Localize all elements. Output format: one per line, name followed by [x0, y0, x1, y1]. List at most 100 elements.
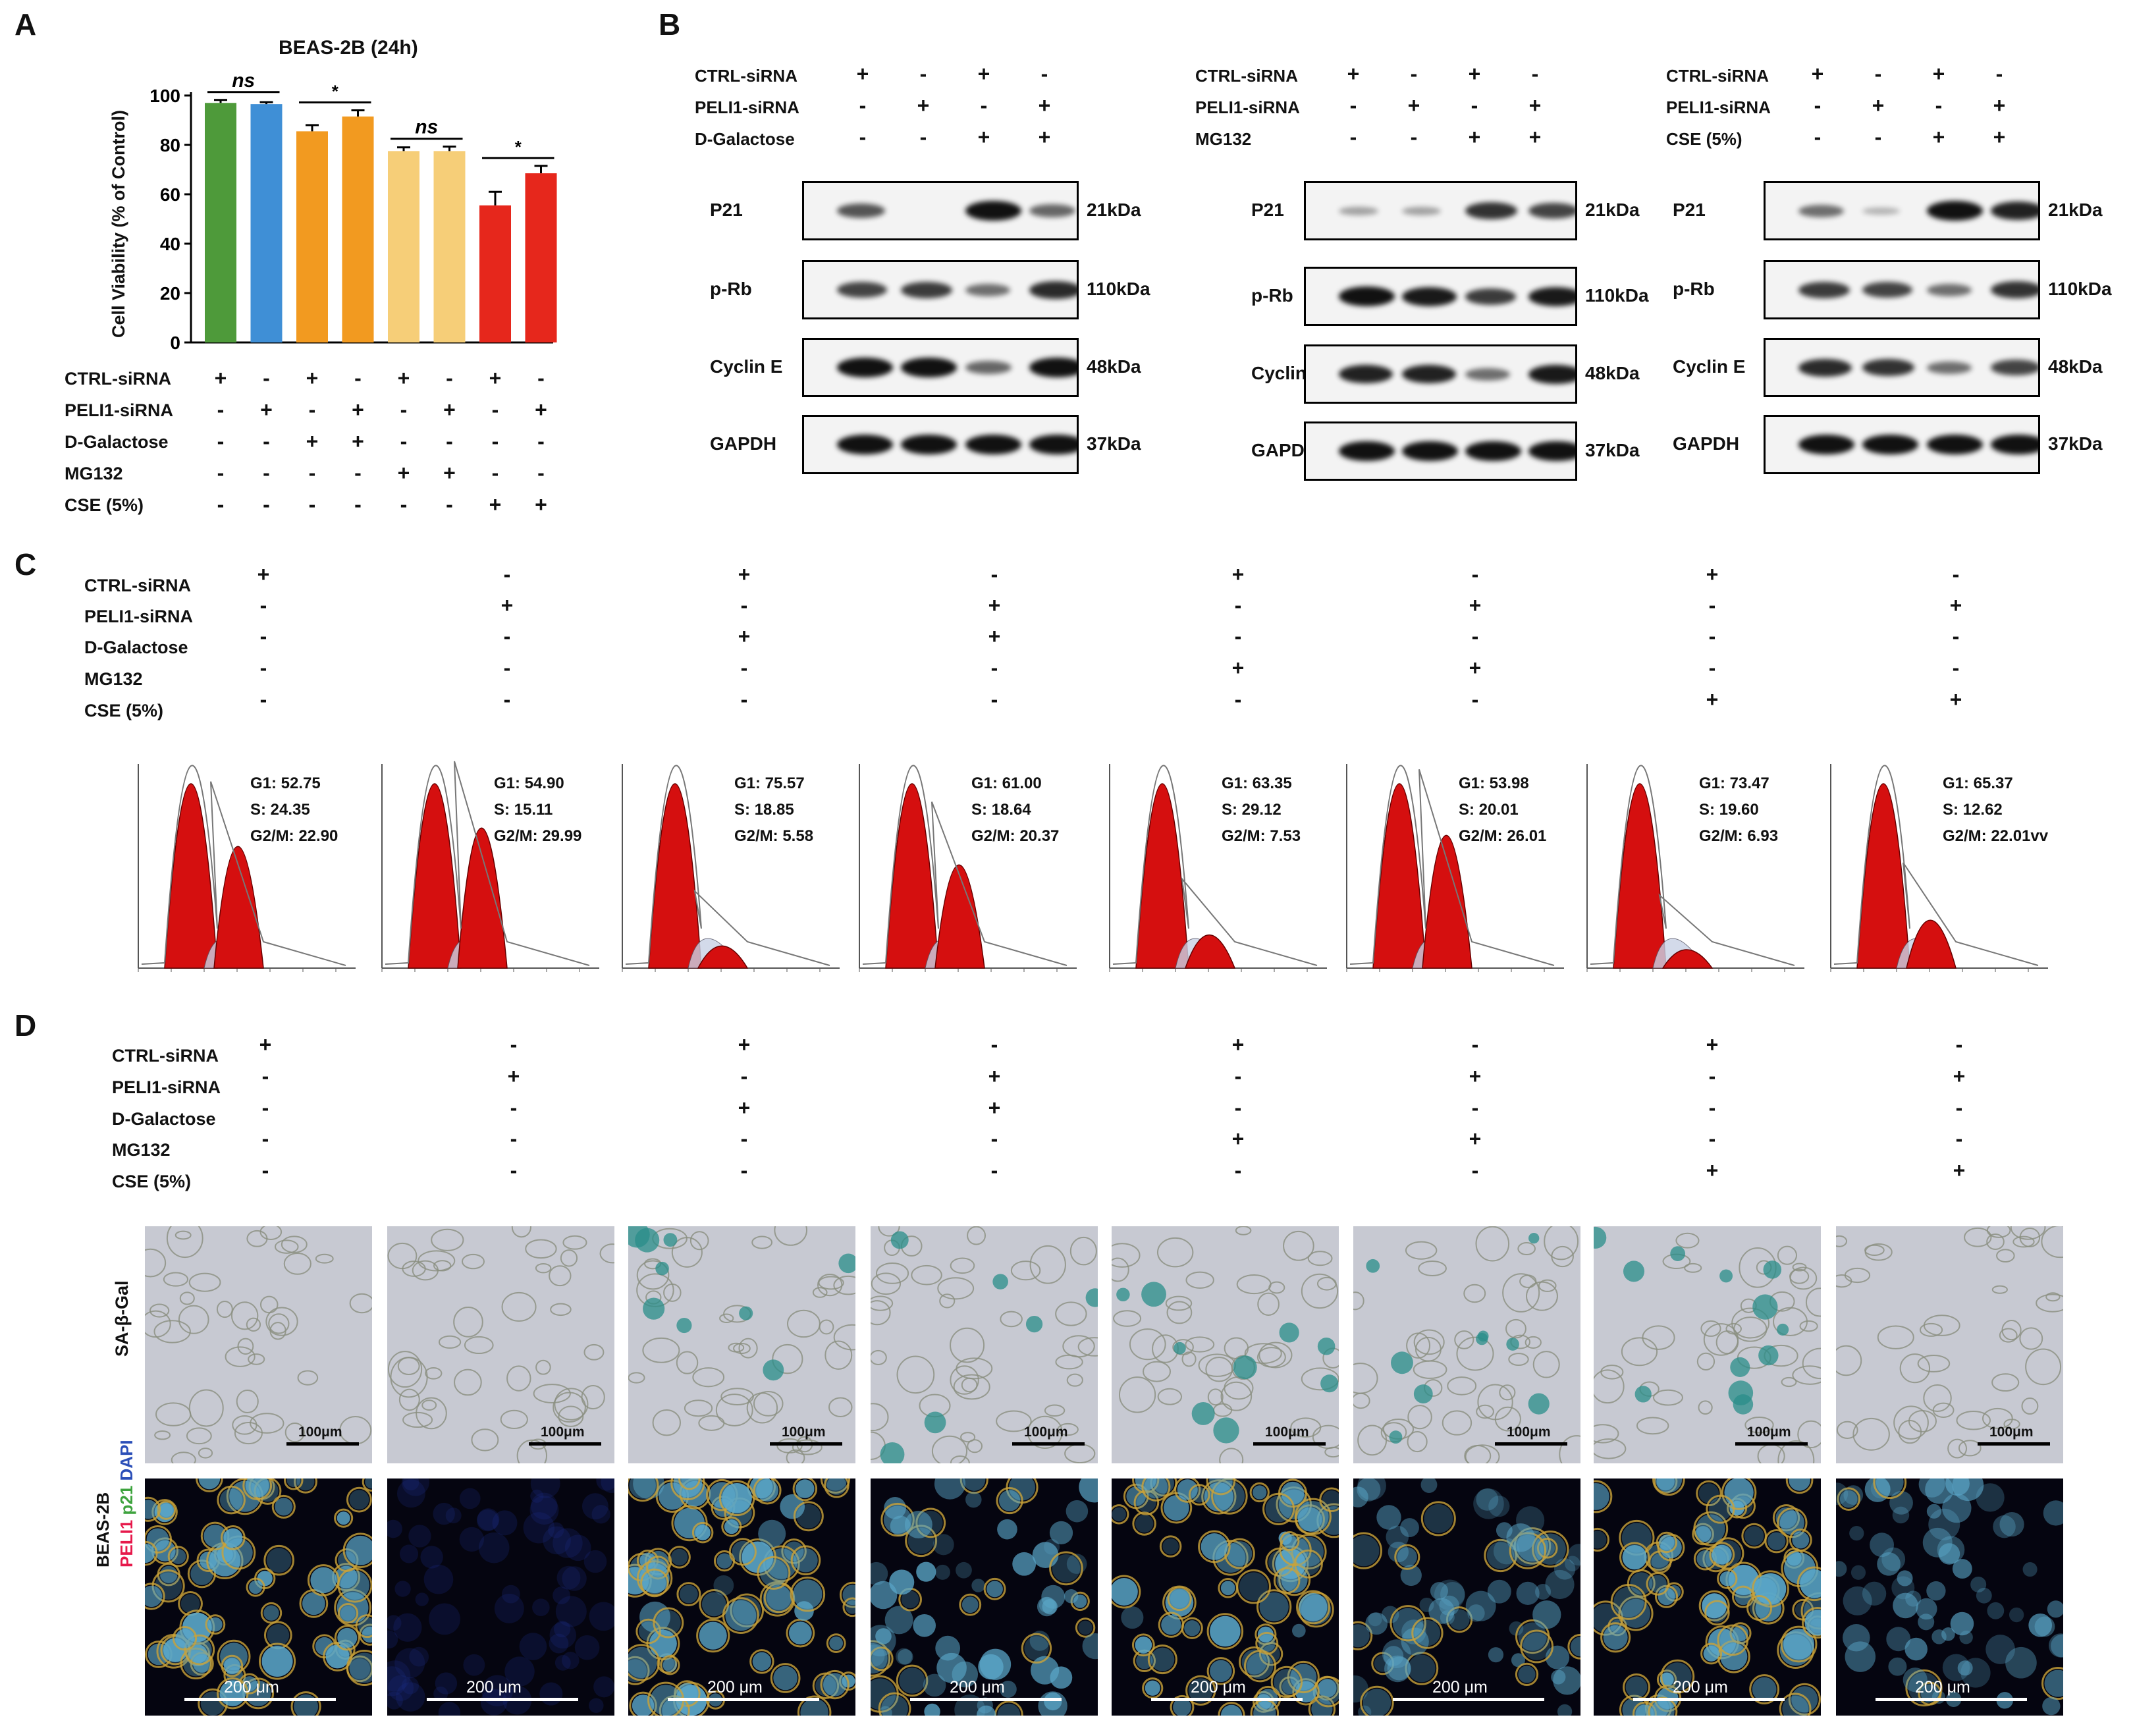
fl-scale-bar — [1151, 1698, 1303, 1701]
blot-treatment-symbol: - — [919, 62, 927, 86]
treatment-symbol: + — [1706, 562, 1719, 586]
blot-treatment-label: D-Galactose — [695, 129, 795, 149]
treatment-symbol: + — [988, 1064, 1001, 1088]
treatment-symbol: - — [740, 656, 748, 680]
treatment-label: PELI1-siRNA — [65, 400, 174, 420]
treatment-symbol: + — [1706, 1158, 1719, 1182]
y-tick-label: 80 — [160, 135, 180, 155]
s-value: S: 29.12 — [1222, 801, 1282, 819]
sagal-cells — [1353, 1226, 1580, 1463]
s-value: S: 18.64 — [971, 801, 1031, 819]
fluorescent-cells — [871, 1478, 1098, 1716]
g2m-value: G2/M: 7.53 — [1222, 827, 1301, 845]
blot-band — [1528, 364, 1575, 384]
sagal-scale-label: 100μm — [1265, 1424, 1309, 1440]
treatment-symbol: - — [1708, 1064, 1716, 1088]
treatment-symbol: - — [1234, 688, 1242, 711]
blot-band — [1926, 361, 1972, 374]
g2m-value: G2/M: 22.90 — [250, 827, 338, 845]
treatment-symbol: + — [738, 1096, 751, 1120]
treatment-label: PELI1-siRNA — [112, 1077, 221, 1097]
blot-treatment-symbol: + — [917, 94, 930, 117]
bar — [296, 131, 328, 342]
blot-band — [901, 281, 952, 298]
blot-treatment-symbol: - — [1349, 94, 1357, 117]
treatment-label: CTRL-siRNA — [84, 576, 191, 595]
protein-label: p-Rb — [1673, 279, 1715, 299]
sagal-image — [387, 1226, 614, 1463]
protein-label: P21 — [1673, 200, 1706, 220]
treatment-symbol: + — [738, 1033, 751, 1056]
cell-cycle-histogram — [381, 761, 599, 972]
cell-line-label: BEAS-2B — [93, 1492, 113, 1567]
fluorescence-image — [1836, 1478, 2063, 1716]
treatment-label: MG132 — [84, 669, 143, 689]
cell-cycle-histogram — [1830, 764, 2048, 972]
kda-label: 37kDa — [1087, 433, 1141, 454]
sagal-scale-bar — [1253, 1442, 1326, 1446]
treatment-symbol: - — [1234, 1064, 1242, 1088]
fluorescence-image — [145, 1478, 372, 1716]
blot-band — [1926, 435, 1983, 454]
sagal-image — [628, 1226, 855, 1463]
protein-label: Cyclin E — [1673, 356, 1746, 377]
blot-band — [1029, 358, 1077, 377]
treatment-symbol: + — [988, 593, 1001, 617]
sagal-scale-label: 100μm — [1989, 1424, 2034, 1440]
blot-band — [1465, 441, 1521, 461]
blot-band — [1798, 204, 1844, 217]
treatment-symbol: - — [400, 398, 408, 421]
treatment-symbol: - — [1234, 624, 1242, 648]
blot-band — [1926, 201, 1983, 221]
sagal-image — [1836, 1226, 2063, 1463]
blot-band — [1862, 282, 1913, 298]
blot-treatment-label: PELI1-siRNA — [1666, 97, 1771, 117]
g2m-value: G2/M: 26.01 — [1459, 827, 1547, 845]
treatment-symbol: - — [354, 366, 362, 390]
blot-membrane — [802, 260, 1079, 319]
treatment-symbol: - — [740, 1064, 748, 1088]
s-value: S: 18.85 — [734, 801, 794, 819]
blot-membrane — [1764, 260, 2040, 319]
treatment-symbol: - — [503, 562, 511, 586]
treatment-symbol: - — [1708, 1096, 1716, 1120]
g2m-peak — [1661, 949, 1714, 969]
phase-stats: G1: 61.00 S: 18.64 G2/M: 20.37 — [971, 771, 1059, 850]
fl-scale-bar — [184, 1698, 336, 1701]
stain-legend: PELI1 p21 DAPI — [115, 1440, 138, 1567]
blot-treatment-symbol: + — [977, 125, 990, 149]
sagal-image — [145, 1226, 372, 1463]
y-tick-label: 60 — [160, 184, 180, 205]
blot-treatment-symbol: + — [1932, 125, 1945, 149]
g2m-peak — [1906, 919, 1957, 969]
treatment-symbol: + — [489, 493, 502, 516]
s-value: S: 12.62 — [1943, 801, 2003, 819]
blot-band — [1339, 365, 1393, 383]
raw-histogram-trace — [1833, 765, 2039, 966]
blot-band — [1798, 281, 1850, 298]
blot-treatment-symbol: - — [1531, 62, 1539, 86]
treatment-label: CTRL-siRNA — [65, 369, 171, 389]
treatment-symbol: - — [1952, 562, 1960, 586]
blot-treatment-symbol: - — [1349, 125, 1357, 149]
treatment-symbol: + — [1706, 1033, 1719, 1056]
kda-label: 48kDa — [1087, 356, 1141, 377]
sagal-scale-label: 100μm — [1747, 1424, 1791, 1440]
blot-membrane — [802, 181, 1079, 240]
cell-cycle-histogram — [622, 764, 840, 972]
g2m-peak — [1184, 935, 1236, 969]
g1-value: G1: 73.47 — [1699, 774, 1769, 792]
treatment-symbol: - — [990, 1033, 998, 1056]
g1-peak — [1856, 783, 1910, 969]
treatment-symbol: - — [990, 688, 998, 711]
fl-scale-label: 200 μm — [1191, 1678, 1246, 1696]
treatment-symbol: - — [503, 656, 511, 680]
treatment-symbol: + — [352, 398, 364, 421]
phase-stats: G1: 54.90 S: 15.11 G2/M: 29.99 — [494, 771, 581, 850]
treatment-label: CTRL-siRNA — [112, 1046, 219, 1066]
blot-band — [837, 358, 893, 377]
g2m-peak — [457, 827, 508, 969]
treatment-label: MG132 — [65, 464, 123, 483]
raw-histogram-trace — [385, 761, 590, 966]
blot-band — [1528, 203, 1575, 219]
